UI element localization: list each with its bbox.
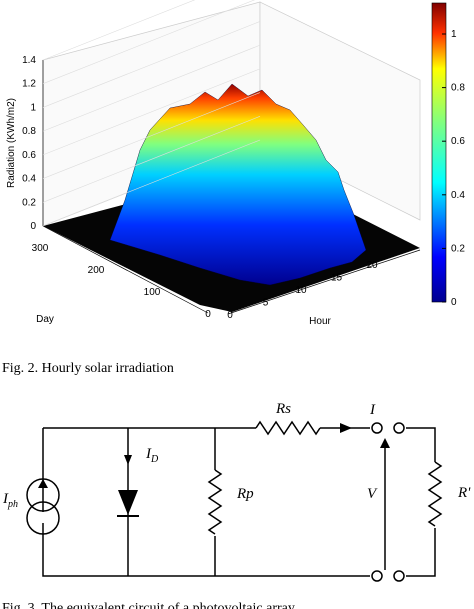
x-tick-label: 300 <box>32 243 49 254</box>
x-axis-label: Day <box>36 314 54 325</box>
x-tick-label: 100 <box>144 287 161 298</box>
z-tick-label: 0.6 <box>22 150 36 161</box>
circuit <box>26 420 443 582</box>
grid-line <box>42 68 261 156</box>
label-sub: D <box>150 454 159 465</box>
z-axis-label: Radiation (KWh/m2) <box>6 98 17 188</box>
z-tick-label: 0.4 <box>22 174 36 185</box>
z-tick-label: 0.2 <box>22 197 36 208</box>
grid-line <box>42 92 261 179</box>
x-tick-label: 0 <box>205 309 211 320</box>
surface <box>109 83 367 286</box>
label-id: ID <box>145 446 159 465</box>
grid-line <box>42 44 261 132</box>
z-tick-label: 1.4 <box>22 55 36 66</box>
y-tick-label: 10 <box>295 285 307 296</box>
grid-line <box>42 116 261 203</box>
z-tick-label: 0.8 <box>22 126 36 137</box>
y-tick-label: 0 <box>227 310 233 321</box>
label-iph: Iph <box>2 491 18 510</box>
caption: Fig. 3. The equivalent circuit of a phot… <box>2 601 295 609</box>
z-tick-label: 0 <box>30 221 36 232</box>
colorbar-tick-label: 1 <box>451 29 457 40</box>
colorbar-tick-label: 0.4 <box>451 190 465 201</box>
y-tick-label: 5 <box>263 298 269 309</box>
colorbar-tick-label: 0.6 <box>451 136 465 147</box>
z-tick-label: 1.2 <box>22 79 36 90</box>
y-tick-label: 15 <box>331 273 343 284</box>
caption: Fig. 2. Hourly solar irradiation <box>2 361 174 376</box>
z-tick-label: 1 <box>30 102 36 113</box>
grid-line <box>42 139 261 227</box>
label-rs: Rs <box>275 401 291 417</box>
label-r: R' <box>457 485 471 501</box>
grid-line <box>42 0 196 61</box>
colorbar-tick-label: 0.8 <box>451 83 465 94</box>
colorbar-tick-label: 0 <box>451 297 457 308</box>
label-main: I <box>2 491 9 507</box>
label-sub: ph <box>7 499 18 510</box>
grid-line <box>42 21 261 108</box>
colorbar-tick-label: 0.2 <box>451 243 465 254</box>
y-tick-label: 20 <box>366 260 378 271</box>
label-v: V <box>367 486 378 502</box>
label-main: I <box>145 446 152 462</box>
label-rp: Rp <box>236 486 254 502</box>
plot-box <box>42 1 421 315</box>
colorbar <box>431 2 447 303</box>
y-axis-label: Hour <box>309 316 331 327</box>
label-i: I <box>369 402 376 418</box>
grid-line <box>42 0 256 84</box>
x-tick-label: 200 <box>88 265 105 276</box>
